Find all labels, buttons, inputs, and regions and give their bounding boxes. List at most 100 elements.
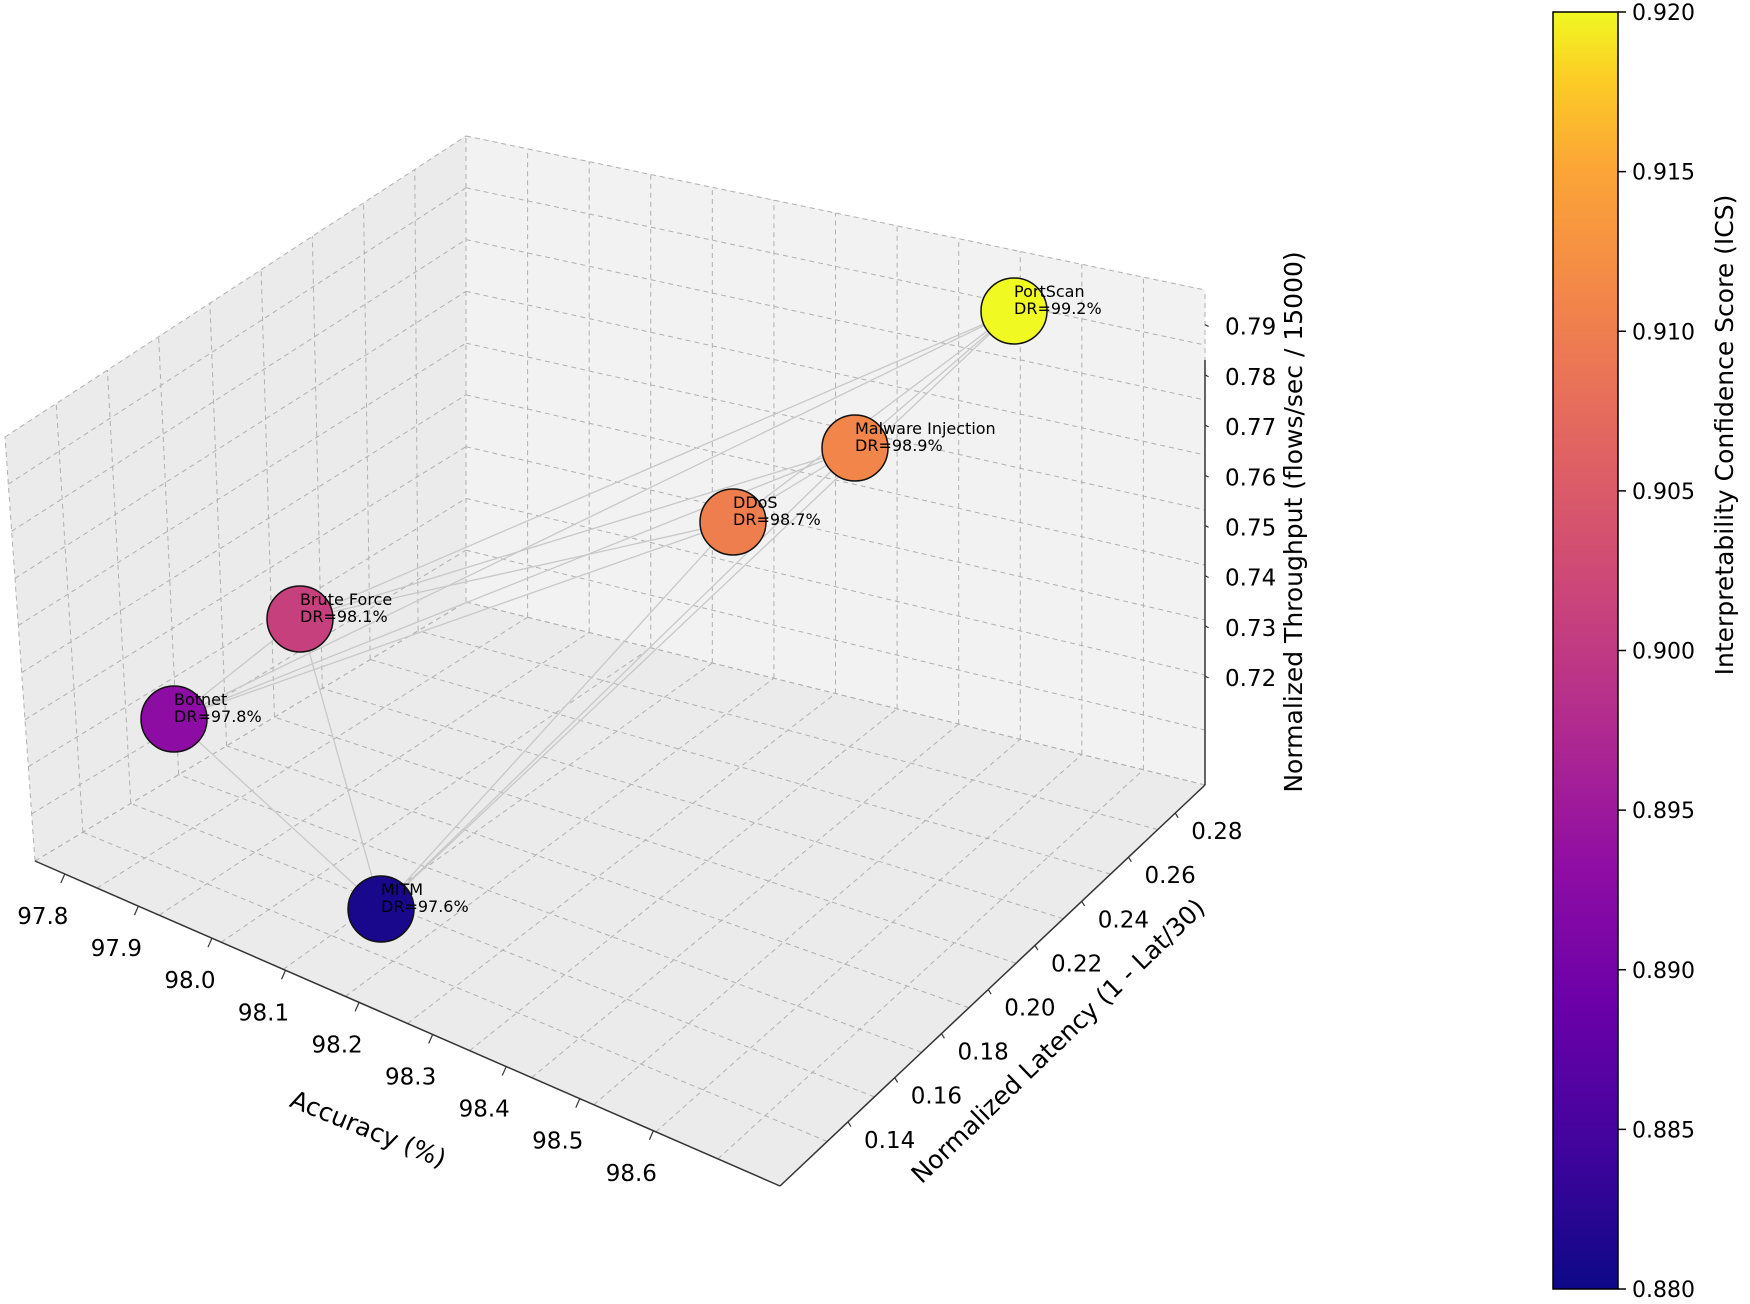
tick-mark (1034, 945, 1039, 951)
grid-line (24, 446, 467, 721)
tick-mark (575, 1098, 581, 1108)
tick-label: 98.1 (238, 1000, 289, 1026)
tick-mark (501, 1066, 507, 1076)
connector-line (732, 310, 1015, 523)
grid-line (465, 290, 1206, 456)
tick-mark (1204, 575, 1209, 579)
tick-label: 0.22 (1051, 951, 1102, 977)
y-axis-ticks: 0.14 0.16 0.18 0.20 0.22 0.24 0.26 0.28 (847, 812, 1242, 1154)
grid-line (414, 169, 419, 631)
tick-mark (1204, 324, 1209, 327)
tick-label: 98.0 (164, 968, 215, 994)
tick-mark (648, 1130, 654, 1140)
grid-line (717, 769, 1144, 1160)
grid-line (34, 601, 467, 862)
tick-label: 98.2 (311, 1032, 362, 1058)
grid-line (465, 497, 1206, 676)
tick-label: 98.6 (606, 1161, 657, 1187)
tick-label: 98.3 (385, 1064, 436, 1090)
grid-line (21, 394, 467, 673)
tick-mark (1204, 374, 1209, 378)
grid-line (8, 187, 467, 485)
point-dr-label: DR=98.9% (855, 436, 943, 455)
tick-mark (987, 989, 992, 995)
colorbar-label: Interpretability Confidence Score (ICS) (1710, 195, 1739, 676)
tick-label: 0.76 (1225, 465, 1276, 491)
point-dr-label: DR=97.8% (174, 707, 262, 726)
x-axis-ticks: 97.8 97.9 98.0 98.1 98.2 98.3 98.4 98.5 98.6 (17, 873, 657, 1187)
grid-line (130, 802, 875, 1098)
tick-mark (1204, 524, 1209, 528)
colorbar-tick-label: 0.910 (1632, 320, 1695, 345)
z-axis-ticks: 0.72 0.73 0.74 0.75 0.76 0.77 0.78 0.79 (1204, 315, 1276, 692)
grid-line (18, 342, 467, 626)
tick-label: 0.77 (1225, 415, 1276, 441)
tick-mark (133, 905, 139, 916)
grid-line (370, 659, 1111, 875)
tick-label: 97.8 (17, 904, 68, 930)
grid-line (158, 632, 590, 916)
point-dr-label: DR=98.1% (300, 607, 388, 626)
tick-mark (1174, 812, 1179, 819)
point-dr-label: DR=99.2% (1014, 299, 1102, 318)
grid-line (220, 647, 652, 943)
tick-mark (354, 1002, 360, 1012)
colorbar-tick-label: 0.905 (1632, 480, 1695, 505)
tick-mark (1081, 900, 1086, 907)
point-dr-label: DR=97.6% (381, 897, 469, 916)
grid-line (209, 303, 228, 746)
tick-mark (1204, 474, 1209, 478)
tick-mark (280, 970, 287, 980)
tick-label: 97.9 (91, 936, 142, 962)
grid-line (593, 738, 1021, 1106)
grid-line (106, 370, 132, 804)
connector-line (380, 521, 734, 910)
grid-line (4, 135, 467, 438)
tick-label: 0.78 (1225, 365, 1276, 391)
grid-line (465, 549, 1206, 731)
tick-label: 0.18 (958, 1040, 1009, 1066)
y-axis-line (779, 784, 1206, 1187)
tick-label: 0.74 (1225, 566, 1276, 592)
tick-label: 0.16 (911, 1084, 962, 1110)
tick-label: 0.24 (1098, 907, 1149, 933)
x-axis-line (34, 860, 781, 1187)
tick-label: 98.5 (532, 1129, 583, 1155)
tick-mark (847, 1121, 852, 1127)
tick-mark (1204, 625, 1209, 629)
grid-line (14, 290, 467, 579)
tick-label: 0.14 (864, 1128, 915, 1154)
tick-mark (428, 1034, 434, 1044)
colorbar-tick-label: 0.915 (1632, 161, 1695, 186)
colorbar-tick-label: 0.885 (1632, 1118, 1695, 1143)
connector-line (299, 618, 382, 910)
tick-label: 0.72 (1225, 666, 1276, 692)
tick-label: 0.79 (1225, 315, 1276, 341)
connector-line (299, 310, 1015, 620)
grid-line (531, 723, 959, 1079)
point-dr-label: DR=98.7% (733, 510, 821, 529)
grid-line (283, 662, 713, 970)
tick-label: 0.73 (1225, 616, 1276, 642)
colorbar-tick-label: 0.900 (1632, 640, 1695, 665)
grid-line (322, 687, 1064, 920)
tick-mark (940, 1033, 945, 1039)
point-name-label: Botnet (174, 690, 227, 709)
grid-line (96, 616, 528, 889)
grid-line (28, 498, 467, 768)
point-name-label: Malware Injection (855, 419, 996, 438)
connector-line (173, 310, 1015, 720)
data-point (821, 414, 889, 482)
colorbar-tick-label: 0.895 (1632, 799, 1695, 824)
tick-label: 0.26 (1145, 863, 1196, 889)
point-name-label: MITM (381, 880, 423, 899)
connector-line (173, 521, 734, 720)
grid-line (465, 239, 1206, 401)
grid-lines (4, 135, 1206, 1187)
grid-line (465, 446, 1206, 621)
connector-line (299, 447, 856, 620)
data-point (347, 875, 415, 943)
connector-line (854, 310, 1015, 449)
